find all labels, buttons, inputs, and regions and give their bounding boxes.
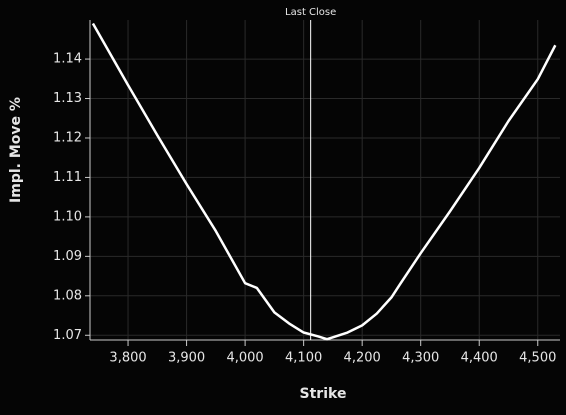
line (91, 22, 557, 341)
y-tick-label: 1.09 (53, 249, 82, 264)
y-tick-label: 1.12 (53, 130, 82, 145)
x-tick-label: 3,800 (109, 351, 146, 366)
x-tick-label: 4,400 (461, 351, 498, 366)
y-tick-label: 1.07 (53, 328, 82, 343)
y-tick-label: 1.13 (53, 91, 82, 106)
x-tick-label: 4,100 (285, 351, 322, 366)
y-tick-label: 1.11 (53, 170, 82, 185)
y-tick-label: 1.14 (53, 52, 82, 67)
y-tick-label: 1.08 (53, 288, 82, 303)
x-tick-label: 4,000 (226, 351, 263, 366)
last-close-label: Last Close (285, 7, 336, 18)
x-tick-label: 4,300 (402, 351, 439, 366)
x-tick-label: 4,500 (519, 351, 556, 366)
x-axis-label: Strike (300, 386, 347, 402)
y-tick-label: 1.10 (53, 209, 82, 224)
x-tick-label: 4,200 (344, 351, 381, 366)
y-axis-label: Impl. Move % (8, 97, 24, 203)
x-tick-label: 3,900 (168, 351, 205, 366)
